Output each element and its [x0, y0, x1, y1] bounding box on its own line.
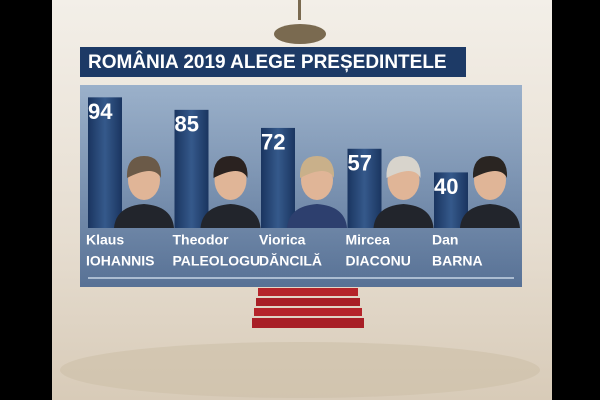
bar [434, 172, 468, 228]
value-label: 72 [261, 130, 285, 155]
portrait-hair [299, 156, 335, 178]
portrait-shoulders [200, 204, 261, 228]
floor-pattern [60, 342, 540, 398]
value-label: 94 [88, 99, 113, 124]
candidate-last-name: DĂNCILĂ [259, 253, 322, 269]
chandelier [274, 0, 326, 44]
bar [261, 127, 295, 228]
portrait-shoulders [460, 204, 520, 228]
candidate-last-name: PALEOLOGU [173, 253, 261, 269]
portrait-hair [386, 156, 421, 178]
candidate-first-name: Klaus [86, 232, 124, 248]
red-stairs [252, 288, 364, 328]
title-banner [80, 47, 466, 77]
bar [347, 148, 382, 228]
candidate-first-name: Mircea [346, 232, 391, 248]
portrait-shoulders [114, 204, 174, 228]
value-label: 57 [348, 151, 372, 176]
candidate-first-name: Viorica [259, 232, 306, 248]
value-label: 85 [175, 112, 199, 137]
candidate-first-name: Theodor [173, 232, 230, 248]
candidate-last-name: IOHANNIS [86, 253, 154, 269]
candidate-last-name: BARNA [432, 253, 483, 269]
value-label: 40 [434, 174, 458, 199]
portrait-hair [213, 156, 248, 178]
portrait-hair [472, 156, 508, 178]
portrait-shoulders [287, 204, 347, 228]
candidate-last-name: DIACONU [346, 253, 411, 269]
bar [174, 109, 209, 228]
portrait-shoulders [373, 204, 434, 228]
bar [88, 97, 122, 228]
chart-title: ROMÂNIA 2019 ALEGE PREȘEDINTELE [88, 51, 447, 73]
candidate-first-name: Dan [432, 232, 458, 248]
portrait-hair [126, 156, 162, 178]
